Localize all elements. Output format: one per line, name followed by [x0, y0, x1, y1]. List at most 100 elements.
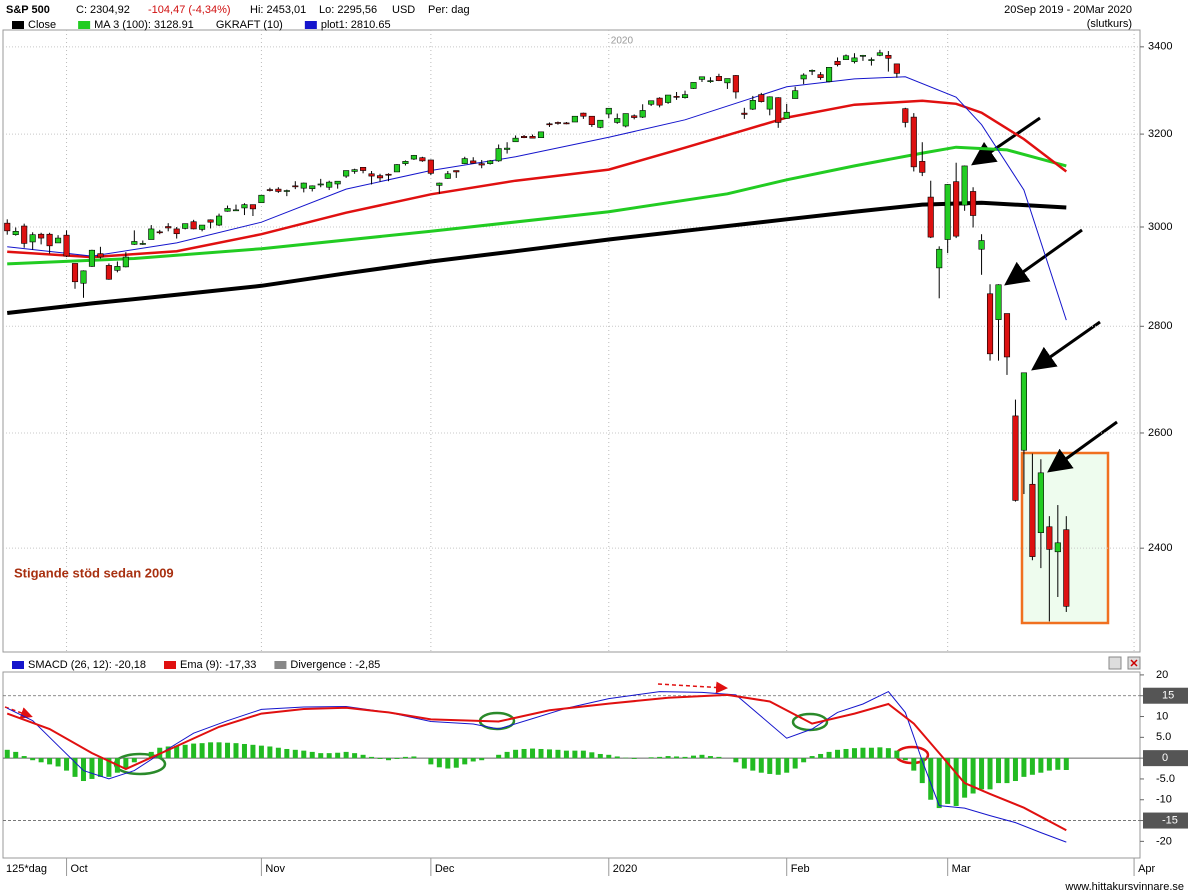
divergence-bar [513, 749, 519, 759]
divergence-bar [716, 756, 722, 759]
candle-body [885, 55, 892, 59]
divergence-bar [962, 758, 968, 798]
candle-body [249, 204, 256, 210]
legend-swatch [12, 661, 24, 669]
divergence-bar [792, 758, 798, 769]
divergence-bar [1038, 758, 1044, 773]
divergence-bar [462, 758, 468, 765]
legend-swatch [164, 661, 176, 669]
candle-body [893, 63, 900, 74]
divergence-bar [309, 751, 315, 759]
divergence-bar [1055, 758, 1061, 770]
divergence-bar [521, 748, 527, 759]
annotation: Stigande stöd sedan 2009 [14, 565, 174, 580]
candle-body [461, 158, 468, 164]
divergence-bar [860, 747, 866, 759]
x-tick-label: Dec [435, 863, 455, 875]
candle-body [970, 191, 977, 216]
candle-body [707, 80, 714, 82]
candle-body [334, 180, 341, 185]
y-tick-label: -5.0 [1156, 773, 1175, 785]
divergence-bar [1029, 758, 1035, 775]
candle-body [783, 111, 790, 119]
panel-icons[interactable] [1108, 656, 1141, 670]
divergence-bar [606, 754, 612, 759]
period: Per: dag [428, 4, 470, 16]
candle-body [775, 97, 782, 123]
y-tick-box [1143, 812, 1188, 829]
candle-body [156, 231, 163, 234]
candle-body [88, 249, 96, 267]
divergence-bar [55, 758, 61, 767]
divergence-bar [428, 758, 434, 765]
divergence-bar [953, 758, 959, 806]
candle-body [537, 131, 545, 139]
legend-swatch [304, 21, 317, 29]
divergence-bar [504, 751, 510, 759]
candle-body [105, 265, 112, 280]
macd-line [6, 693, 1067, 832]
divergence-bar [843, 748, 849, 759]
candle-body [495, 148, 502, 162]
candle-body [360, 167, 367, 171]
candle-body [215, 215, 223, 226]
candle-body [741, 112, 748, 115]
divergence-bar [335, 752, 341, 759]
candle-body [529, 136, 536, 139]
divergence-bar [936, 758, 942, 809]
candle-body [385, 173, 392, 176]
divergence-bar [707, 756, 713, 759]
candle-body [190, 221, 197, 230]
divergence-bar [453, 758, 459, 768]
candle-body [758, 94, 765, 102]
divergence-bar [225, 742, 231, 759]
candle-body [46, 233, 53, 247]
candle-body [800, 74, 807, 80]
close-info: C: 2304,92 [76, 4, 130, 16]
candle-body [173, 228, 180, 235]
divergence-bar [267, 746, 273, 759]
divergence-bar [38, 758, 44, 763]
candle-body [648, 100, 655, 105]
divergence-bar [597, 753, 603, 759]
candle-body [809, 70, 816, 72]
candle-body [487, 160, 494, 164]
candle-body [241, 204, 248, 209]
divergence-bar [21, 756, 27, 759]
y-tick-label: 20 [1156, 669, 1168, 681]
divergence-bar [301, 750, 307, 759]
candle-body [258, 194, 265, 204]
divergence-bar [284, 748, 290, 759]
divergence-bar [801, 758, 807, 763]
candle-body [944, 184, 951, 240]
divergence-bar [614, 756, 620, 759]
candle-body [292, 185, 299, 188]
y-tick-label: 3400 [1148, 41, 1172, 53]
divergence-bar [292, 749, 298, 759]
divergence-bar [733, 758, 739, 763]
year-label: 2020 [611, 36, 634, 47]
currency: USD [392, 4, 415, 16]
divergence-bar [326, 753, 332, 759]
divergence-bar [1046, 758, 1052, 771]
legend-entry: Divergence : -2,85 [290, 659, 380, 671]
candle-body [504, 147, 511, 150]
candle-body [21, 225, 28, 244]
candle-body [673, 96, 680, 98]
candle-body [1037, 472, 1044, 533]
legend-entry: plot1: 2810.65 [321, 19, 391, 31]
divergence-bar [233, 743, 239, 759]
candle-body [656, 97, 663, 106]
candle-body [1020, 372, 1027, 451]
divergence-bar [131, 758, 137, 763]
divergence-bar [987, 758, 993, 790]
divergence-bar [352, 753, 358, 759]
candle-body [63, 234, 70, 257]
candle-body [749, 100, 756, 110]
trend-arrows [4, 681, 728, 719]
divergence-bar [123, 758, 129, 769]
divergence-bar [402, 756, 408, 759]
divergence-bar [165, 746, 171, 759]
divergence-bar [691, 755, 697, 759]
divergence-bar [72, 758, 78, 777]
